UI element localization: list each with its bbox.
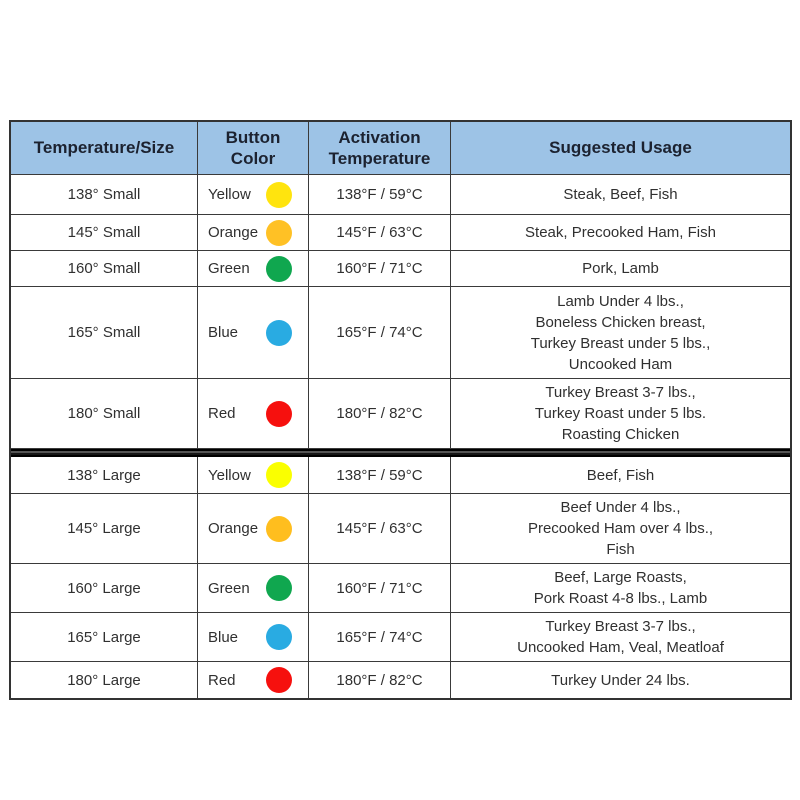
color-dot bbox=[266, 219, 292, 246]
temp-size-cell: 180° Small bbox=[67, 405, 141, 422]
color-dot bbox=[266, 255, 292, 282]
color-name-label: Red bbox=[208, 405, 236, 422]
table-row: 180° Small Red 180°F / 82°C Turkey Breas… bbox=[11, 378, 790, 448]
header-button-color: Button Color bbox=[197, 122, 308, 174]
temp-size-cell: 180° Large bbox=[67, 671, 141, 689]
usage-cell: Turkey Breast 3-7 lbs., Turkey Roast und… bbox=[450, 379, 790, 448]
section-divider bbox=[11, 448, 790, 457]
button-color-cell: Yellow bbox=[197, 457, 308, 493]
activation-cell: 160°F / 71°C bbox=[308, 251, 450, 286]
color-dot bbox=[266, 181, 292, 208]
color-name-label: Orange bbox=[208, 520, 259, 537]
color-name-label: Green bbox=[208, 260, 250, 277]
activation-cell: 160°F / 71°C bbox=[308, 564, 450, 612]
color-name-label: Blue bbox=[208, 628, 239, 646]
button-color-cell: Orange bbox=[197, 494, 308, 563]
usage-cell: Steak, Precooked Ham, Fish bbox=[450, 215, 790, 250]
button-color-cell: Orange bbox=[197, 215, 308, 250]
color-dot bbox=[266, 515, 292, 542]
header-temperature-size-label: Temperature/Size bbox=[33, 137, 175, 157]
temp-size-cell: 138° Small bbox=[67, 186, 141, 203]
activation-cell: 145°F / 63°C bbox=[308, 215, 450, 250]
table-row: 160° Large Green 160°F / 71°C Beef, Larg… bbox=[11, 563, 790, 612]
activation-cell: 180°F / 82°C bbox=[308, 379, 450, 448]
button-color-cell: Blue bbox=[197, 613, 308, 661]
usage-cell: Lamb Under 4 lbs., Boneless Chicken brea… bbox=[450, 287, 790, 378]
table-row: 145° Large Orange 145°F / 63°C Beef Unde… bbox=[11, 493, 790, 563]
color-dot bbox=[266, 462, 292, 488]
usage-cell: Beef, Fish bbox=[450, 457, 790, 493]
activation-cell: 145°F / 63°C bbox=[308, 494, 450, 563]
usage-cell: Beef Under 4 lbs., Precooked Ham over 4 … bbox=[450, 494, 790, 563]
color-name-label: Blue bbox=[208, 324, 239, 341]
activation-cell: 165°F / 74°C bbox=[308, 613, 450, 661]
color-dot bbox=[266, 400, 292, 427]
table-row: 165° Small Blue 165°F / 74°C Lamb Under … bbox=[11, 286, 790, 378]
usage-cell: Steak, Beef, Fish bbox=[450, 175, 790, 214]
button-color-cell: Green bbox=[197, 564, 308, 612]
temp-size-cell: 160° Small bbox=[67, 260, 141, 277]
table-row: 138° Small Yellow 138°F / 59°C Steak, Be… bbox=[11, 174, 790, 214]
usage-cell: Pork, Lamb bbox=[450, 251, 790, 286]
button-color-cell: Green bbox=[197, 251, 308, 286]
table-header-row: Temperature/Size Button Color Activation… bbox=[11, 122, 790, 174]
activation-cell: 138°F / 59°C bbox=[308, 457, 450, 493]
header-activation-temperature: Activation Temperature bbox=[308, 122, 450, 174]
color-dot bbox=[266, 319, 292, 346]
button-color-cell: Red bbox=[197, 379, 308, 448]
usage-cell: Beef, Large Roasts, Pork Roast 4-8 lbs.,… bbox=[450, 564, 790, 612]
temp-size-cell: 138° Large bbox=[67, 466, 141, 484]
color-dot bbox=[266, 575, 292, 601]
button-color-cell: Red bbox=[197, 662, 308, 698]
table-row: 145° Small Orange 145°F / 63°C Steak, Pr… bbox=[11, 214, 790, 250]
table-row: 138° Large Yellow 138°F / 59°C Beef, Fis… bbox=[11, 457, 790, 493]
color-dot bbox=[266, 624, 292, 650]
activation-cell: 180°F / 82°C bbox=[308, 662, 450, 698]
temp-size-cell: 145° Small bbox=[67, 224, 141, 241]
table-row: 180° Large Red 180°F / 82°C Turkey Under… bbox=[11, 661, 790, 698]
table-row: 165° Large Blue 165°F / 74°C Turkey Brea… bbox=[11, 612, 790, 661]
color-name-label: Green bbox=[208, 579, 250, 597]
button-color-cell: Yellow bbox=[197, 175, 308, 214]
table-row: 160° Small Green 160°F / 71°C Pork, Lamb bbox=[11, 250, 790, 286]
color-name-label: Yellow bbox=[208, 466, 251, 484]
temp-size-cell: 165° Large bbox=[67, 628, 141, 646]
color-name-label: Orange bbox=[208, 224, 259, 241]
temp-size-cell: 145° Large bbox=[67, 520, 141, 537]
temperature-button-table: Temperature/Size Button Color Activation… bbox=[9, 120, 792, 700]
activation-cell: 138°F / 59°C bbox=[308, 175, 450, 214]
temp-size-cell: 165° Small bbox=[67, 324, 141, 341]
usage-cell: Turkey Under 24 lbs. bbox=[450, 662, 790, 698]
color-dot bbox=[266, 667, 292, 693]
activation-cell: 165°F / 74°C bbox=[308, 287, 450, 378]
header-suggested-usage: Suggested Usage bbox=[450, 122, 790, 174]
temp-size-cell: 160° Large bbox=[67, 579, 141, 597]
color-name-label: Yellow bbox=[208, 186, 251, 203]
color-name-label: Red bbox=[208, 671, 236, 689]
usage-cell: Turkey Breast 3-7 lbs., Uncooked Ham, Ve… bbox=[450, 613, 790, 661]
button-color-cell: Blue bbox=[197, 287, 308, 378]
header-temperature-size: Temperature/Size bbox=[11, 122, 197, 174]
